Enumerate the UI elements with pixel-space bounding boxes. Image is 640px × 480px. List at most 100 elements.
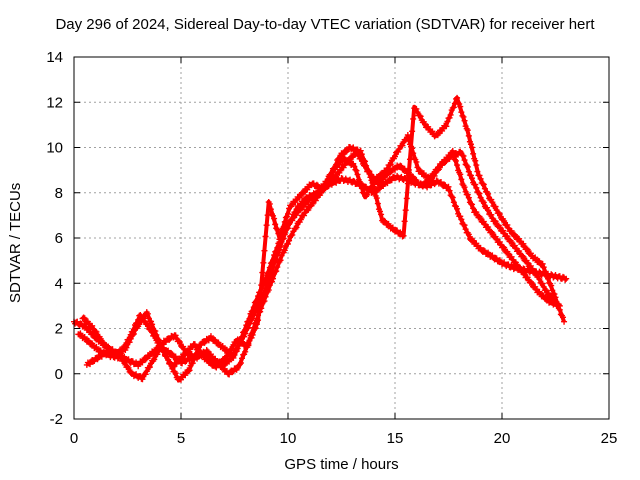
data-point [285,240,291,247]
data-point [434,166,441,173]
data-point [477,215,484,222]
data-points [71,94,570,383]
data-point [549,287,556,294]
data-point [400,232,407,239]
data-point [485,207,492,214]
data-point [245,342,252,349]
data-point [364,191,371,198]
data-point [371,179,378,186]
data-point [354,146,361,153]
data-point [97,335,104,342]
data-point [264,212,271,219]
data-point [357,180,364,187]
data-point [336,161,343,168]
data-point [143,368,150,375]
data-point [371,189,378,196]
data-point [540,283,547,290]
data-point [429,128,436,135]
data-point [135,316,142,323]
data-point [413,105,420,112]
data-point [469,144,476,151]
data-point [388,177,395,184]
data-point [545,275,552,282]
data-point [476,190,483,197]
data-point [140,315,147,322]
data-point [281,247,288,254]
data-point [320,184,327,191]
data-point [496,238,503,245]
data-point [207,333,214,340]
data-point [554,302,561,309]
data-point [301,189,308,196]
data-point [166,336,173,343]
grid [74,57,609,419]
data-point [563,275,570,282]
data-point [257,296,264,303]
y-tick-label: 4 [55,275,63,292]
data-point [264,280,271,287]
data-point [186,367,193,374]
data-point [126,335,133,342]
data-point [473,209,480,216]
data-point [305,206,312,213]
data-point [464,191,471,198]
data-point [477,244,484,251]
series-track-2 [75,147,563,383]
data-point [85,337,92,344]
data-point [352,166,359,173]
data-point [539,260,546,267]
data-point [91,358,98,365]
data-point [536,258,543,265]
data-point [454,162,461,169]
data-point [152,333,159,340]
data-point [155,348,162,355]
y-tick-label: 6 [55,230,63,247]
data-point [451,156,458,163]
data-point [559,314,566,321]
data-point [485,224,492,231]
data-point [238,355,245,362]
data-point [457,171,464,178]
data-point [460,113,467,120]
data-point [245,324,252,331]
data-point [404,131,411,138]
data-point [274,251,281,258]
data-point [464,127,471,134]
data-point [401,218,408,225]
data-point [512,259,519,266]
data-point [444,118,451,125]
axis-ticks: 0 5 10 15 20 25 -2 0 2 4 6 8 10 12 14 [46,49,617,447]
data-point [229,369,236,376]
data-point [93,328,100,335]
data-point [349,154,356,161]
data-point [410,150,417,157]
data-point [452,157,459,164]
data-point [533,286,540,293]
data-point [230,351,237,358]
data-point [270,264,277,271]
data-point [122,343,129,350]
data-point [477,194,484,201]
data-point [373,195,380,202]
y-axis-label: SDTVAR / TECUs [7,182,24,303]
data-point [296,203,303,210]
data-point [357,147,364,154]
data-point [454,205,461,212]
data-point [266,200,273,207]
data-point [439,162,446,169]
data-point [289,215,296,222]
data-point [501,217,508,224]
data-point [212,337,219,344]
data-point [410,173,417,180]
data-point [262,285,269,292]
data-point [182,351,189,358]
data-point [359,189,366,196]
data-point [255,317,262,324]
data-point [368,183,375,190]
data-point [540,292,547,299]
data-point [286,237,293,244]
data-point [312,197,319,204]
data-point [500,227,507,234]
data-point [462,226,469,233]
data-point [384,165,391,172]
